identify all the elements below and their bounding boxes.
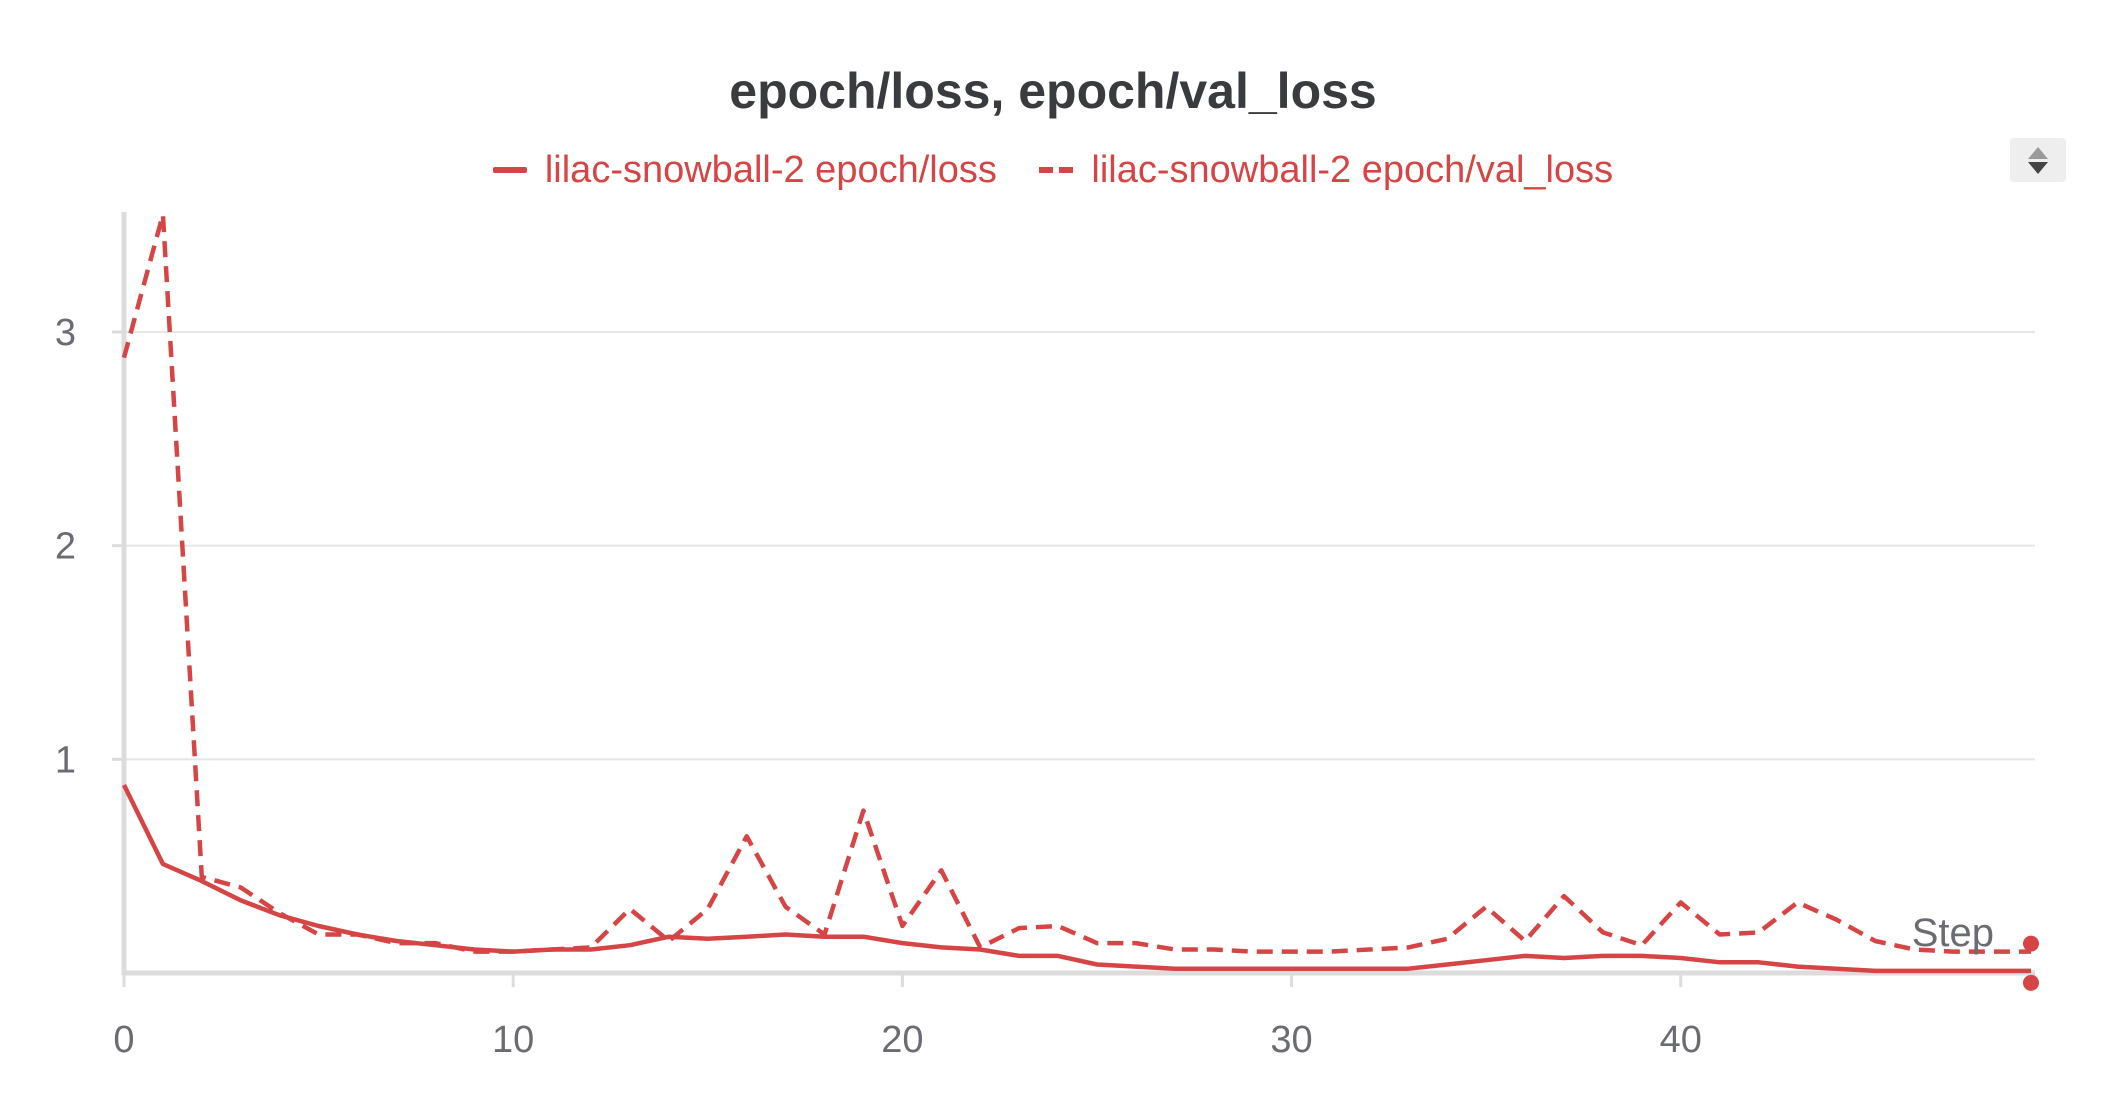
legend-label-loss: lilac-snowball-2 epoch/loss	[544, 148, 997, 191]
legend-item-val-loss[interactable]: lilac-snowball-2 epoch/val_loss	[1039, 149, 1613, 192]
grid-lines	[124, 331, 2035, 761]
x-tick-label: 0	[113, 1019, 134, 1061]
series-endpoint-val-loss	[2023, 935, 2039, 952]
arrow-up-icon	[2028, 146, 2048, 159]
x-axis-label: Step	[1912, 911, 1994, 955]
arrow-down-icon	[2028, 161, 2048, 174]
chart-title: epoch/loss, epoch/val_loss	[729, 63, 1377, 119]
x-tick-label: 10	[492, 1019, 534, 1061]
y-tick-label: 3	[55, 312, 76, 354]
legend-scroll-button[interactable]	[2010, 138, 2066, 182]
legend: lilac-snowball-2 epoch/loss lilac-snowba…	[0, 140, 2106, 192]
series-endpoint-loss	[2023, 974, 2039, 991]
legend-swatch-solid	[492, 167, 527, 173]
y-tick-label: 2	[55, 526, 76, 568]
x-tick-label: 40	[1660, 1019, 1702, 1061]
axes	[112, 212, 2035, 987]
series-lines	[121, 212, 2039, 991]
legend-item-loss[interactable]: lilac-snowball-2 epoch/loss	[492, 148, 997, 192]
y-tick-label: 1	[55, 739, 76, 781]
legend-swatch-dashed	[1039, 167, 1074, 173]
x-tick-label: 20	[881, 1019, 923, 1061]
series-line-loss	[121, 784, 2031, 974]
legend-label-val-loss: lilac-snowball-2 epoch/val_loss	[1091, 148, 1614, 191]
x-tick-label: 30	[1270, 1019, 1312, 1061]
series-line-val-loss	[121, 212, 2031, 954]
